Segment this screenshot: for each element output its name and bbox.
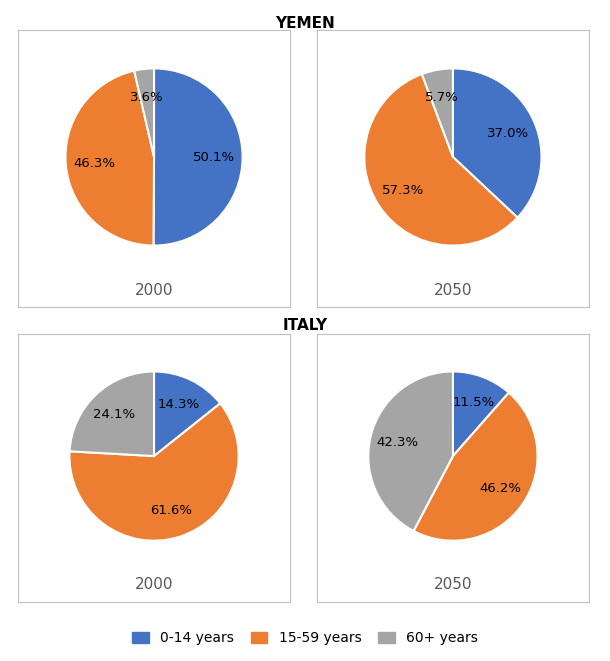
Text: YEMEN: YEMEN bbox=[275, 16, 335, 30]
Wedge shape bbox=[422, 69, 453, 157]
Wedge shape bbox=[154, 371, 220, 456]
Text: 46.2%: 46.2% bbox=[479, 483, 522, 495]
Text: 14.3%: 14.3% bbox=[158, 398, 200, 410]
Text: 24.1%: 24.1% bbox=[93, 408, 135, 421]
Text: 2050: 2050 bbox=[434, 578, 472, 592]
Wedge shape bbox=[414, 393, 537, 541]
Text: 3.6%: 3.6% bbox=[131, 91, 164, 104]
Wedge shape bbox=[70, 371, 154, 456]
Wedge shape bbox=[453, 371, 509, 456]
Text: 50.1%: 50.1% bbox=[193, 151, 235, 164]
Wedge shape bbox=[134, 69, 154, 157]
Wedge shape bbox=[453, 69, 542, 217]
Text: 37.0%: 37.0% bbox=[487, 126, 529, 139]
Text: 2050: 2050 bbox=[434, 284, 472, 298]
Text: 2000: 2000 bbox=[135, 284, 173, 298]
Wedge shape bbox=[65, 71, 154, 245]
Text: ITALY: ITALY bbox=[282, 318, 328, 332]
Text: 61.6%: 61.6% bbox=[151, 504, 193, 518]
Text: 42.3%: 42.3% bbox=[376, 436, 418, 449]
Text: 46.3%: 46.3% bbox=[73, 157, 115, 170]
Text: 57.3%: 57.3% bbox=[382, 184, 424, 197]
Wedge shape bbox=[368, 371, 453, 531]
Text: 2000: 2000 bbox=[135, 578, 173, 592]
Wedge shape bbox=[70, 403, 239, 541]
Wedge shape bbox=[364, 74, 517, 245]
Wedge shape bbox=[154, 69, 243, 246]
Text: 5.7%: 5.7% bbox=[425, 91, 459, 104]
Legend: 0-14 years, 15-59 years, 60+ years: 0-14 years, 15-59 years, 60+ years bbox=[127, 626, 483, 650]
Text: 11.5%: 11.5% bbox=[452, 396, 494, 408]
